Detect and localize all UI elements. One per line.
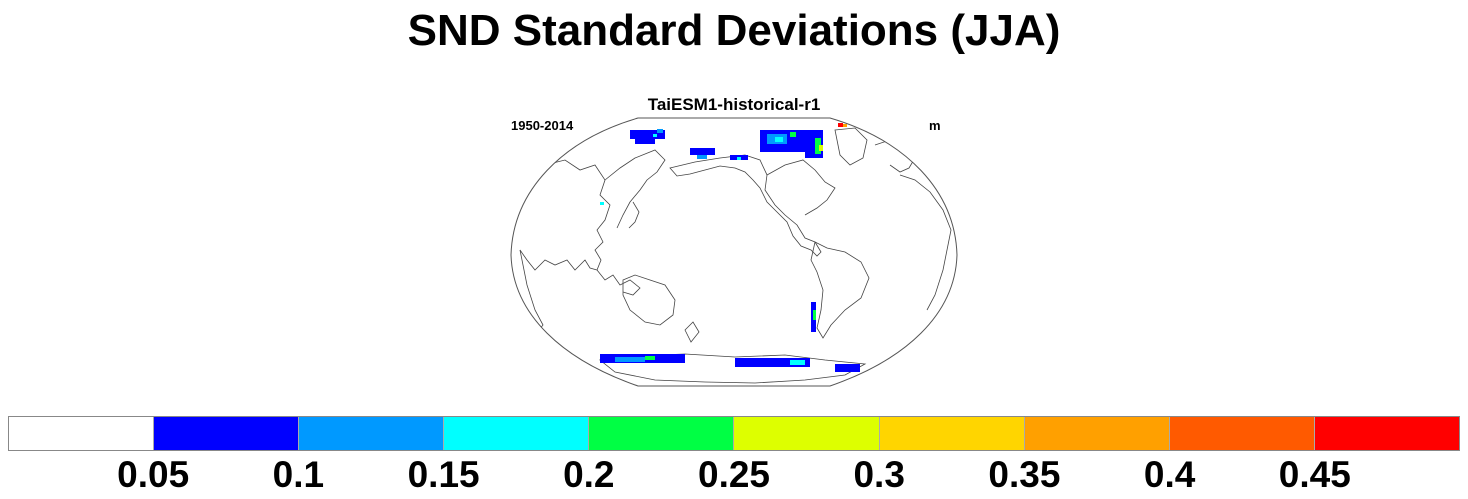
colorbar-tick-label: 0.4 xyxy=(1143,454,1196,495)
snow-field-siberia-3 xyxy=(657,129,663,133)
colorbar-box-1 xyxy=(154,417,300,450)
colorbar xyxy=(8,416,1460,451)
colorbar-tick-label: 0.25 xyxy=(697,454,771,495)
colorbar-box-0 xyxy=(9,417,155,450)
colorbar-box-4 xyxy=(589,417,735,450)
period-label: 1950-2014 xyxy=(511,118,574,133)
snow-field-east-siberia-2 xyxy=(697,155,707,159)
snow-field-siberia xyxy=(630,130,665,139)
snow-field-baffin-2 xyxy=(815,138,821,154)
coastline-africa-west xyxy=(899,174,952,311)
colorbar-box-3 xyxy=(444,417,590,450)
snow-field-siberia-4 xyxy=(653,134,657,137)
snow-field-canada-arctic-3 xyxy=(775,137,783,142)
colorbar-box-6 xyxy=(879,417,1025,450)
plot-title: SND Standard Deviations (JJA) xyxy=(407,6,1061,55)
snow-field-siberia-2 xyxy=(635,139,655,144)
colorbar-box-7 xyxy=(1024,417,1170,450)
coastline-australia xyxy=(622,274,676,326)
world-map xyxy=(510,117,958,387)
coastline-japan xyxy=(628,201,640,229)
snow-field-canada-arctic-4 xyxy=(790,132,796,137)
colorbar-tick-label: 0.05 xyxy=(117,454,190,495)
projection-boundary xyxy=(510,117,958,387)
snow-field-antarctica-west-3 xyxy=(645,356,655,360)
colorbar-box-2 xyxy=(299,417,445,450)
coastline-new-zealand xyxy=(684,321,700,343)
coastline-north-america xyxy=(669,154,822,257)
snow-field-antarctica-east-2 xyxy=(790,360,805,365)
colorbar-tick-label: 0.45 xyxy=(1278,454,1351,495)
colorbar-tick-labels: 0.05 0.1 0.15 0.2 0.25 0.3 0.35 0.4 0.45 xyxy=(8,455,1460,495)
snow-field-greenland-peak xyxy=(838,123,843,127)
colorbar-tick-label: 0.1 xyxy=(272,454,325,495)
snow-field-aleutian xyxy=(600,202,604,205)
snow-field-antarctica-west-2 xyxy=(615,357,645,362)
snow-field-andes-2 xyxy=(813,310,816,320)
coastline-greenland xyxy=(834,127,868,166)
colorbar-tick-label: 0.15 xyxy=(407,454,480,495)
snow-field-alaska-2 xyxy=(737,157,741,160)
coastline-eurasia xyxy=(519,159,611,271)
colorbar-tick-label: 0.3 xyxy=(853,454,905,495)
coastline-asia-east xyxy=(604,149,666,229)
snow-field-baffin-3 xyxy=(819,145,823,151)
snow-field-antarctica-east-3 xyxy=(835,364,860,372)
colorbar-tick-label: 0.2 xyxy=(563,454,615,495)
coastline-se-asia xyxy=(596,269,641,296)
colorbar-tick-label: 0.35 xyxy=(988,454,1061,495)
colorbar-box-9 xyxy=(1314,417,1459,450)
units-label: m xyxy=(929,118,941,133)
model-subtitle: TaiESM1-historical-r1 xyxy=(647,95,821,114)
coastline-south-america xyxy=(810,241,870,339)
colorbar-box-5 xyxy=(734,417,880,450)
coastline-north-america-east xyxy=(766,159,836,216)
snow-field-east-siberia xyxy=(690,148,715,155)
snow-field-antarctica-east xyxy=(735,358,810,367)
snow-field-greenland-peak-2 xyxy=(843,124,847,127)
colorbar-box-8 xyxy=(1169,417,1315,450)
